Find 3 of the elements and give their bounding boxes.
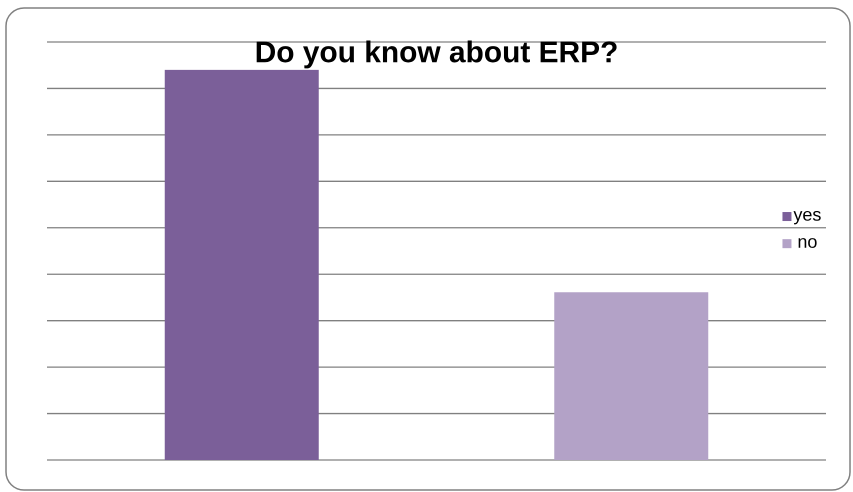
chart-title: Do you know about ERP? <box>256 40 617 68</box>
legend-label: yes <box>793 210 821 224</box>
legend-label: no <box>798 238 817 248</box>
